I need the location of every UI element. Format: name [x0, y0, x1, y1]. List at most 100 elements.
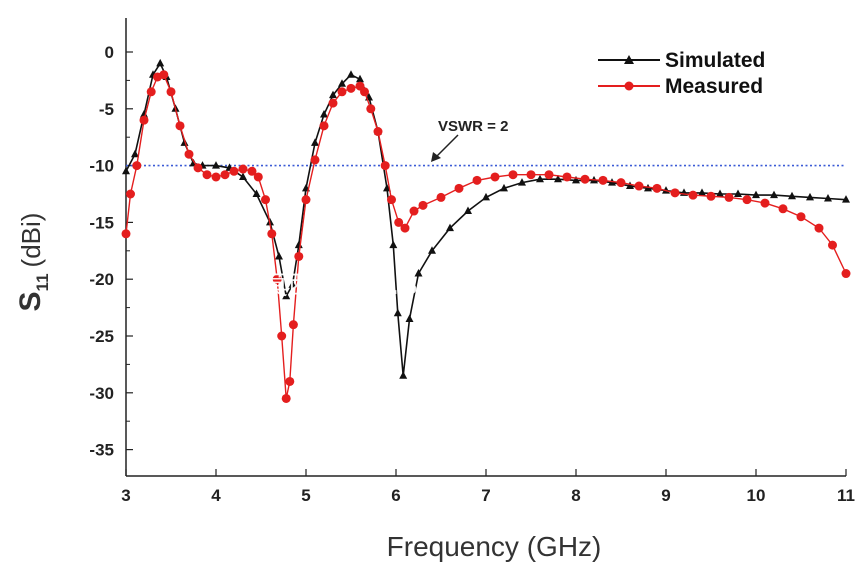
data-point-simulated [698, 188, 706, 196]
x-tick-label: 10 [747, 486, 766, 505]
y-axis-title: S11 (dBi) [14, 213, 52, 312]
data-point-simulated [156, 58, 165, 67]
series-line-simulated [125, 61, 847, 376]
data-point-simulated [212, 161, 220, 169]
data-point-measured [652, 183, 662, 193]
data-point-measured [366, 104, 376, 114]
data-point-measured [211, 172, 221, 182]
data-point-measured [562, 172, 572, 182]
data-point-simulated [329, 90, 337, 99]
data-point-simulated [500, 183, 508, 192]
data-point-measured [373, 127, 383, 137]
data-point-measured [436, 192, 446, 202]
data-point-measured [387, 195, 396, 205]
data-point-measured [175, 121, 185, 131]
data-point-measured [841, 269, 851, 279]
data-point-measured [472, 175, 482, 185]
y-tick-label: -5 [99, 100, 114, 119]
data-point-simulated [464, 206, 472, 215]
data-point-measured [184, 149, 194, 159]
data-point-simulated [399, 371, 408, 379]
data-point-measured [166, 87, 176, 97]
data-point-simulated [389, 240, 398, 249]
data-point-measured [394, 217, 404, 227]
vswr-annotation-arrow [434, 134, 459, 159]
data-point-simulated [752, 190, 760, 199]
data-point-simulated [294, 240, 303, 249]
data-point-measured [146, 87, 156, 97]
data-point-measured [126, 189, 135, 199]
data-point-measured [281, 393, 291, 403]
y-axis-title-main: S [14, 291, 47, 311]
data-point-measured [229, 166, 239, 176]
data-point-measured [267, 229, 277, 239]
data-point-measured [454, 183, 464, 193]
axes [125, 18, 847, 477]
data-point-measured [490, 172, 500, 182]
data-point-measured [247, 166, 257, 176]
data-point-measured [132, 161, 142, 171]
data-point-simulated [788, 191, 796, 200]
data-point-measured [508, 170, 518, 180]
y-tick-label: -15 [89, 213, 114, 232]
data-point-measured [346, 83, 356, 93]
data-point-simulated [288, 280, 297, 288]
data-point-simulated [518, 178, 526, 186]
data-point-measured [418, 200, 428, 210]
data-point-measured [706, 191, 716, 201]
data-point-measured [742, 195, 752, 205]
data-point-simulated [140, 109, 148, 118]
y-axis-title-unit: (dBi) [16, 213, 46, 268]
series-measured [121, 70, 851, 403]
data-point-measured [261, 195, 270, 205]
data-point-measured [238, 164, 248, 174]
data-point-measured [301, 195, 311, 205]
data-point-measured [277, 331, 287, 341]
data-point-measured [253, 172, 263, 182]
x-axis-title: Frequency (GHz) [387, 531, 602, 562]
data-point-simulated [770, 190, 778, 199]
data-point-simulated [572, 175, 580, 184]
data-point-simulated [311, 138, 319, 146]
data-point-simulated [806, 192, 814, 201]
x-tick-label: 3 [121, 486, 130, 505]
y-axis-title-sub: 11 [33, 273, 52, 291]
data-point-simulated [446, 223, 454, 232]
data-point-measured [688, 190, 698, 200]
series-simulated [122, 58, 850, 379]
data-point-measured [360, 87, 369, 97]
data-point-measured [760, 198, 770, 208]
data-point-simulated [482, 192, 490, 201]
data-point-measured [670, 188, 680, 198]
x-tick-label: 4 [211, 486, 221, 505]
data-point-simulated [356, 74, 364, 83]
data-point-simulated [405, 314, 414, 322]
data-point-simulated [734, 189, 742, 197]
data-point-measured [220, 170, 230, 180]
data-point-measured [202, 170, 212, 180]
data-point-measured [139, 115, 149, 125]
data-point-measured [380, 161, 390, 171]
data-point-simulated [320, 109, 328, 118]
vswr-annotation-arrowhead [431, 152, 441, 162]
vswr-annotation: VSWR = 2 [431, 118, 508, 162]
y-tick-label: -10 [89, 157, 114, 176]
data-point-simulated [122, 166, 130, 175]
data-point-simulated [275, 251, 283, 260]
legend-simulated-marker [624, 55, 634, 64]
legend: Simulated Measured [598, 49, 765, 98]
data-point-measured [319, 121, 329, 131]
data-point-simulated [626, 181, 634, 190]
y-tick-label: -25 [89, 327, 114, 346]
data-point-measured [814, 223, 824, 233]
data-point-simulated [428, 246, 436, 254]
data-point-measured [328, 98, 338, 108]
data-point-measured [796, 212, 806, 222]
data-point-measured [616, 178, 626, 188]
data-point-measured [724, 192, 734, 202]
data-point-measured [193, 163, 203, 173]
data-point-simulated [338, 79, 346, 87]
watermark: 莫西网www.3dmox.com [262, 271, 544, 301]
data-point-measured [598, 175, 608, 185]
